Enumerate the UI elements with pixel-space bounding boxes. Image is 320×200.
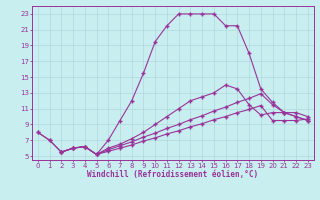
X-axis label: Windchill (Refroidissement éolien,°C): Windchill (Refroidissement éolien,°C) [87,170,258,179]
